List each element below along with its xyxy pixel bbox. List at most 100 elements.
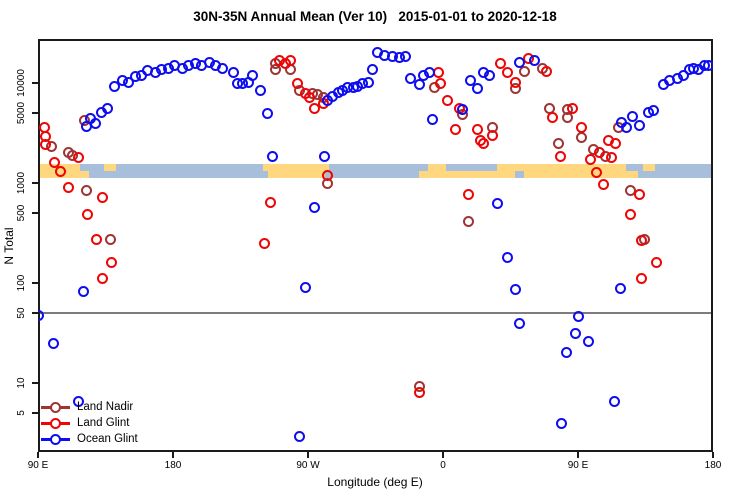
legend-item-ocean-glint: Ocean Glint [41,431,138,447]
y-tick-mark [32,82,38,84]
map-strip-land-35N [642,163,655,171]
legend-label: Land Nadir [77,401,134,413]
data-point-ocean-glint [572,311,584,323]
legend-circle-icon [50,433,61,445]
legend-label: Land Glint [77,417,130,429]
data-point-land-nadir [104,234,116,246]
map-strip-land-30N [267,171,325,179]
y-tick-mark [32,112,38,115]
data-point-land-glint [55,166,66,178]
data-point-ocean-glint [556,418,567,430]
y-tick-mark [32,182,38,184]
legend-symbol-land-nadir [41,399,71,415]
data-point-ocean-glint [101,103,113,115]
legend-circle-icon [50,401,61,413]
data-point-ocean-glint [509,283,521,295]
y-tick-label: 5000 [16,101,27,125]
data-point-land-glint [605,152,617,164]
data-point-ocean-glint [647,105,659,117]
data-point-ocean-glint [308,201,320,213]
data-point-land-glint [509,76,521,88]
x-tick-mark [172,452,174,458]
data-point-ocean-glint [254,84,266,96]
map-strip-land-35N [497,163,626,171]
data-point-land-glint [308,102,320,114]
data-point-land-glint [304,92,315,104]
data-point-land-glint [259,237,270,249]
data-point-ocean-glint [514,318,525,330]
legend: Land Nadir Land Glint Ocean Glint [41,399,138,447]
x-tick-mark [37,452,39,458]
data-point-ocean-glint [677,69,689,81]
data-point-ocean-glint [77,285,89,297]
legend-item-land-glint: Land Glint [41,415,138,431]
data-point-ocean-glint [472,82,483,94]
data-point-ocean-glint [38,310,44,322]
data-point-land-glint [584,154,596,166]
data-point-land-glint [650,256,662,268]
y-tick-label: 500 [16,204,27,222]
y-tick-label: 5 [16,410,27,416]
data-point-land-nadir [575,132,587,144]
data-point-ocean-glint [122,76,134,88]
legend-circle-icon [50,417,61,429]
data-point-ocean-glint [266,151,278,163]
data-point-land-glint [62,181,74,193]
data-point-land-glint [547,111,558,123]
x-tick-label: 180 [704,460,722,471]
data-point-land-glint [40,139,51,151]
data-point-ocean-glint [413,79,425,91]
data-point-ocean-glint [404,72,416,84]
data-point-land-glint [494,57,506,69]
data-point-land-glint [413,387,425,399]
data-point-land-glint [106,256,117,268]
x-tick-label: 90 E [27,460,49,471]
data-point-land-glint [49,156,60,168]
data-point-land-glint [487,129,498,141]
data-point-ocean-glint [583,336,594,347]
data-point-ocean-glint [424,67,435,79]
data-point-ocean-glint [73,395,84,407]
data-point-land-glint [541,66,552,78]
plot-area [38,39,713,452]
data-point-ocean-glint [89,118,101,130]
data-point-land-nadir [269,64,281,76]
data-point-ocean-glint [502,251,513,263]
data-point-land-glint [434,77,446,89]
data-point-land-glint [634,189,645,201]
data-point-land-glint [292,77,303,89]
data-point-land-nadir [463,216,474,228]
data-point-land-nadir [553,137,564,149]
data-point-land-glint [478,137,489,149]
reference-line [38,312,713,315]
legend-symbol-ocean-glint [41,431,71,447]
data-point-land-nadir [562,112,573,124]
x-axis-title: Longitude (deg E) [327,475,423,489]
data-point-ocean-glint [484,69,495,81]
chart-title: 30N-35N Annual Mean (Ver 10) 2015-01-01 … [193,9,557,24]
data-point-land-glint [554,151,566,163]
y-tick-mark [32,282,38,284]
data-point-land-glint [502,67,513,79]
y-tick-label: 50 [16,307,27,319]
data-point-ocean-glint [514,56,525,68]
x-tick-mark [307,452,309,458]
data-point-ocean-glint [529,55,540,67]
data-point-land-glint [593,147,605,159]
data-point-ocean-glint [703,59,713,71]
data-point-land-nadir [518,66,530,78]
data-point-land-glint [625,209,636,221]
y-tick-mark [32,212,38,215]
x-tick-label: 0 [440,460,446,471]
x-tick-mark [442,452,444,458]
legend-symbol-land-glint [41,415,71,431]
data-point-land-glint [635,273,647,285]
map-strip-land-35N [104,163,116,171]
data-point-ocean-glint [293,431,305,443]
data-point-ocean-glint [47,337,59,349]
data-point-land-glint [91,234,102,246]
data-point-land-glint [97,191,108,203]
x-tick-mark [712,452,714,458]
data-point-ocean-glint [319,151,330,163]
